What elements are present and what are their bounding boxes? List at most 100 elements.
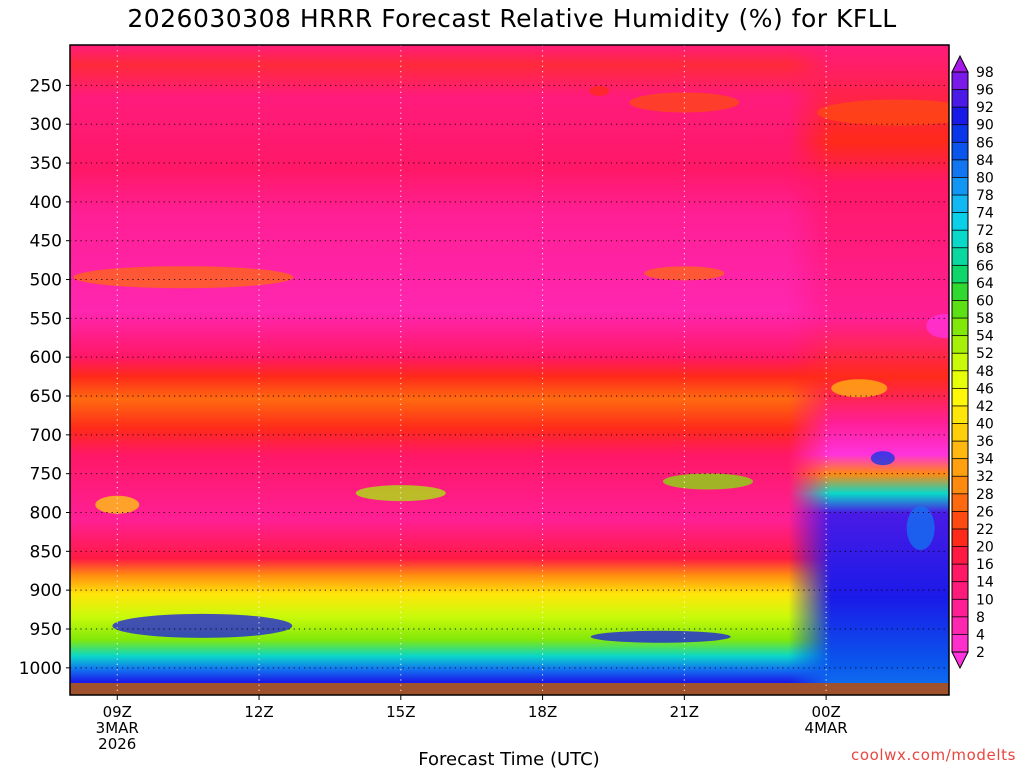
y-tick-label: 400 [30,193,62,213]
colorbar-segment [952,159,968,178]
colorbar-segment [952,634,968,652]
x-tick-label: 21Z [670,703,699,721]
contour-feature [831,379,888,398]
colorbar-label: 40 [976,417,994,433]
y-tick-label: 650 [30,387,62,407]
colorbar-label: 80 [976,170,994,186]
colorbar-segment [952,511,968,529]
y-tick-label: 1000 [19,659,62,679]
colorbar-label: 46 [976,381,994,397]
colorbar-label: 10 [976,592,994,608]
contour-feature [906,506,935,551]
contour-feature [870,451,895,466]
y-tick-label: 900 [30,581,62,601]
y-tick-label: 350 [30,154,62,174]
y-tick-label: 250 [30,76,62,96]
colorbar-label: 2 [976,645,985,661]
colorbar-segment [952,142,968,160]
colorbar-label: 26 [976,504,994,520]
x-axis-label: Forecast Time (UTC) [418,749,599,768]
colorbar-label: 16 [976,557,994,573]
colorbar-segment [952,177,968,196]
colorbar-segment [952,72,968,90]
colorbar-label: 84 [976,153,994,169]
colorbar-label: 96 [976,83,994,99]
colorbar-label: 60 [976,293,994,309]
contour-feature [590,630,731,643]
colorbar-label: 58 [976,311,994,327]
colorbar-segment [952,458,968,477]
x-tick-label: 3MAR [96,719,139,737]
colorbar-segment [952,370,968,389]
rh-field-late [70,45,949,695]
y-axis: 250 300 350 400 450 500 550 600 650 700 750 800 850 9… [19,76,70,679]
colorbar-label: 28 [976,487,994,503]
y-tick-label: 750 [30,465,62,485]
colorbar-label: 34 [976,452,994,468]
colorbar-segment [952,599,968,617]
colorbar-label: 8 [976,610,985,626]
colorbar-segment [952,405,968,424]
y-tick-label: 450 [30,232,62,252]
colorbar-segment [952,212,968,231]
colorbar-segment [952,564,968,582]
colorbar-label: 52 [976,346,994,362]
contour-feature [73,266,294,289]
colorbar-label: 36 [976,434,994,450]
rh-contour-features [73,85,949,643]
colorbar-segment [952,388,968,406]
colorbar-segment [952,528,968,547]
colorbar-segment [952,89,968,108]
contour-feature [112,613,293,638]
x-tick-label: 15Z [386,703,415,721]
y-tick-label: 800 [30,504,62,524]
y-tick-label: 950 [30,620,62,640]
colorbar-label: 78 [976,188,994,204]
grid-lines [70,45,949,695]
colorbar-segment [952,581,968,600]
colorbar-label: 14 [976,575,994,591]
x-tick-label: 2026 [98,735,136,753]
colorbar-min-arrow [951,651,969,670]
colorbar-segment [952,423,968,442]
colorbar-segment [952,107,968,125]
contour-feature [95,495,140,514]
y-tick-label: 600 [30,348,62,368]
y-tick-label: 850 [30,542,62,562]
colorbar-label: 22 [976,522,994,538]
colorbar-segment [952,441,968,459]
colorbar-segment [952,318,968,336]
y-tick-label: 550 [30,309,62,329]
colorbar-segment [952,300,968,319]
chart-title: 2026030308 HRRR Forecast Relative Humidi… [127,4,897,33]
x-tick-label: 4MAR [805,719,848,737]
colorbar-label: 74 [976,206,994,222]
colorbar-segment [952,195,968,213]
credit-text: coolwx.com/modelts [851,746,1016,764]
contour-feature [817,99,949,126]
colorbar-label: 72 [976,223,994,239]
contour-feature [644,266,725,281]
colorbar-label: 54 [976,329,994,345]
contour-feature [662,473,753,490]
colorbar-label: 66 [976,258,994,274]
colorbar-label: 98 [976,65,994,81]
x-tick-label: 09Z [103,703,132,721]
colorbar-segment [952,282,968,301]
x-tick-label: 00Z [811,703,840,721]
ground-surface [70,683,949,695]
colorbar-segment [952,546,968,565]
x-tick-label: 18Z [528,703,557,721]
y-tick-label: 500 [30,271,62,291]
contour-feature [589,85,610,96]
colorbar-label: 90 [976,118,994,134]
colorbar-segment [952,124,968,143]
colorbar-segment [952,493,968,512]
x-tick-label: 12Z [244,703,273,721]
colorbar-label: 92 [976,100,994,116]
colorbar-segment [952,353,968,371]
colorbar-label: 68 [976,241,994,257]
colorbar: 2481014162022262832343640424648525458606… [951,54,994,670]
